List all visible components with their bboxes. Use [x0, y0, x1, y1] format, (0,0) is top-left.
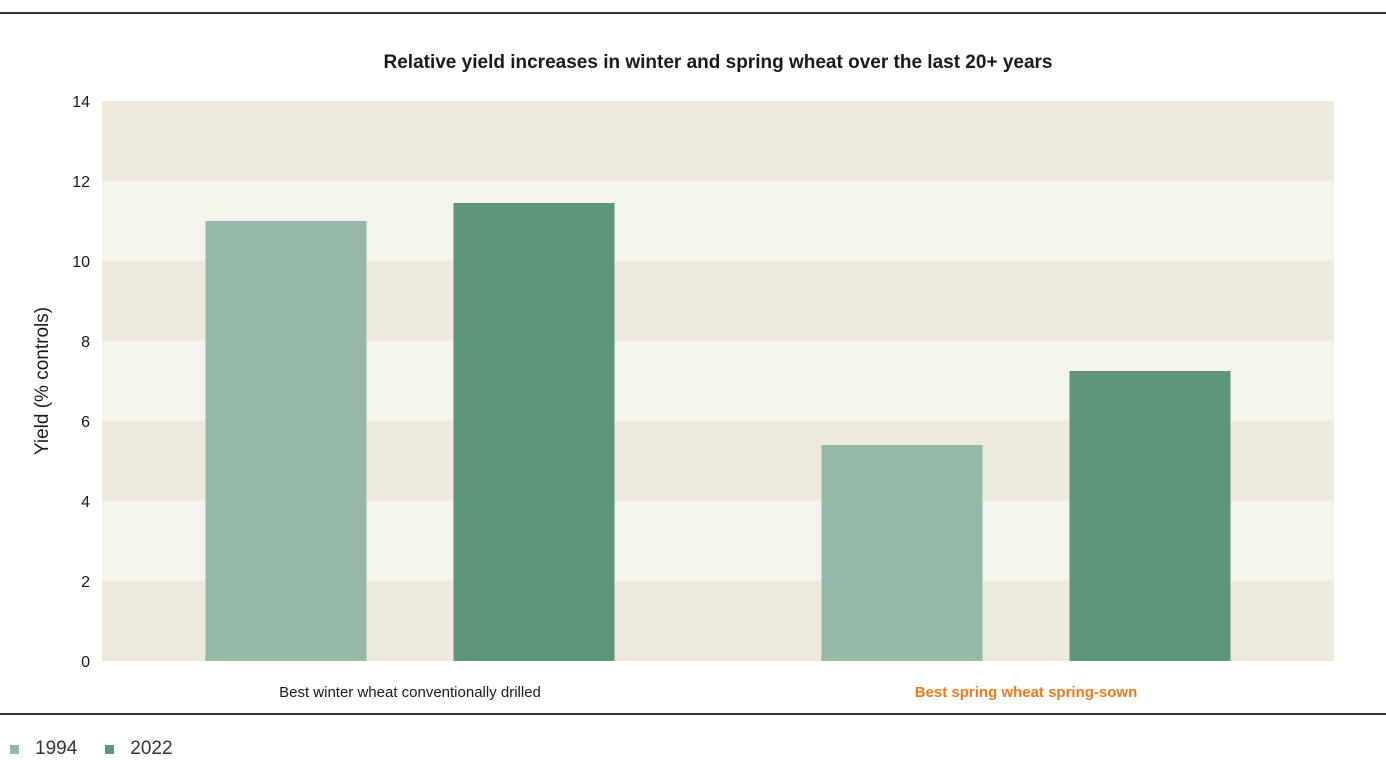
- legend-item-2022: 2022: [105, 738, 173, 760]
- bar-2022-2: [1069, 371, 1231, 661]
- legend-item-1994: 1994: [10, 738, 77, 760]
- y-tick-label: 8: [81, 334, 90, 351]
- y-tick-label: 12: [72, 174, 90, 191]
- bar-1994-1: [205, 221, 367, 661]
- y-tick-label: 4: [81, 494, 90, 511]
- y-axis-label: Yield (% controls): [32, 307, 53, 455]
- y-tick-label: 0: [81, 654, 90, 671]
- legend-swatch-2022: [105, 744, 115, 754]
- bar-2022-1: [453, 203, 615, 661]
- bars: [205, 203, 1231, 661]
- legend-label-2022: 2022: [130, 738, 173, 759]
- category-label: Best winter wheat conventionally drilled: [279, 684, 541, 701]
- legend: 1994 2022: [10, 738, 201, 760]
- y-axis-ticks: 0 2 4 6 8 10 12 14: [72, 94, 90, 671]
- category-label: Best spring wheat spring-sown: [915, 684, 1138, 701]
- bottom-rule: [0, 713, 1386, 715]
- top-rule: [0, 12, 1386, 14]
- bar-1994-2: [821, 445, 983, 661]
- y-tick-label: 6: [81, 414, 90, 431]
- y-tick-label: 10: [72, 254, 90, 271]
- legend-label-1994: 1994: [35, 738, 78, 759]
- chart: Relative yield increases in winter and s…: [32, 52, 1334, 701]
- y-tick-label: 14: [72, 94, 90, 111]
- category-labels: Best winter wheat conventionally drilled…: [279, 684, 1137, 701]
- background-band: [102, 101, 1334, 181]
- chart-title: Relative yield increases in winter and s…: [384, 52, 1053, 73]
- y-tick-label: 2: [81, 574, 90, 591]
- legend-swatch-1994: [10, 744, 19, 754]
